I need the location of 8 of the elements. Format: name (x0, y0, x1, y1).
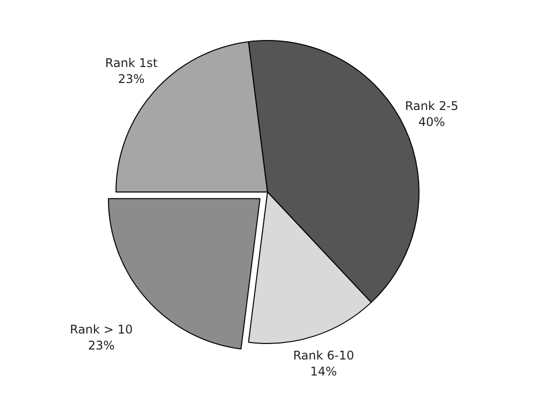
data-label: 40% (418, 114, 446, 129)
slice-label: Rank 6-10 (293, 348, 354, 363)
data-label: 23% (118, 72, 145, 86)
data-label: 23% (88, 338, 115, 353)
data-label: 14% (310, 364, 337, 379)
slice-label: Rank > 10 (70, 322, 133, 337)
slice-label: Rank 2-5 (405, 98, 458, 113)
slice-label: Rank 1st (105, 56, 158, 70)
